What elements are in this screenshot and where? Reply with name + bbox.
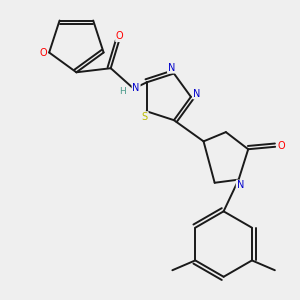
Text: O: O [116,31,124,41]
Text: N: N [193,88,200,99]
Text: N: N [132,83,140,93]
Text: N: N [237,180,244,190]
Text: H: H [119,87,126,96]
Text: O: O [277,141,285,151]
Text: N: N [168,63,175,73]
Text: S: S [142,112,148,122]
Text: O: O [40,47,47,58]
